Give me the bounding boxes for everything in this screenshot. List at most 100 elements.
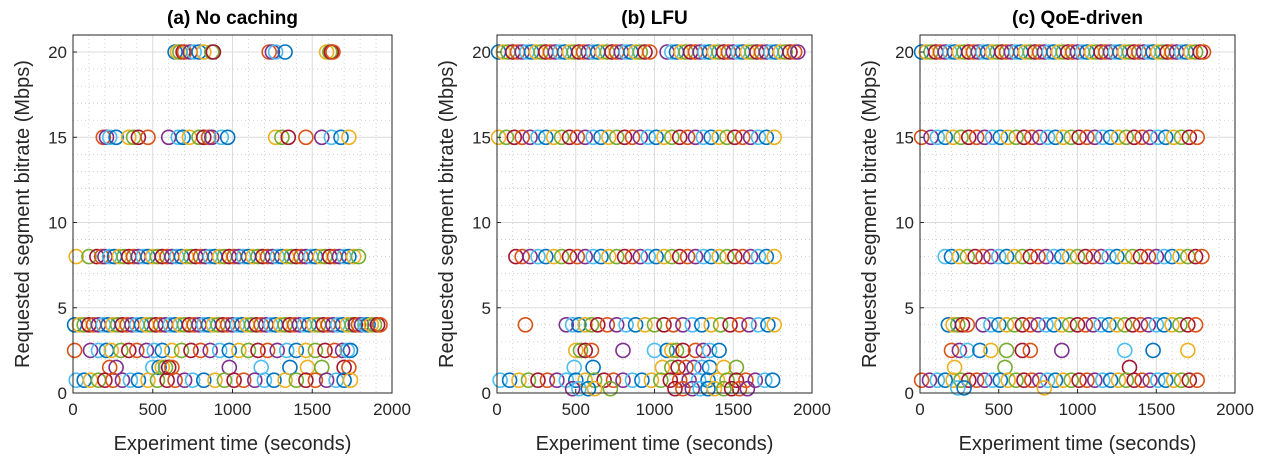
data-point [766,248,783,265]
data-point [1039,372,1056,389]
data-point [585,129,601,146]
data-point [267,129,284,146]
data-point [1046,248,1062,265]
data-point [968,129,985,146]
data-point [522,129,538,146]
data-point [186,44,202,60]
data-point [983,342,999,359]
data-point [624,129,641,146]
data-point [665,316,682,333]
data-point [506,129,523,146]
data-point [173,342,190,359]
data-point [679,248,696,265]
data-point [196,129,212,146]
data-point [259,342,276,359]
data-point [1094,129,1111,146]
data-point [668,342,685,359]
data-point [221,359,238,376]
data-point [1117,316,1133,333]
data-point [1117,248,1133,265]
data-point [990,316,1007,333]
data-point [731,380,748,397]
data-point [350,248,367,265]
data-point [318,372,335,389]
data-point [960,372,977,389]
data-point [618,316,634,333]
data-point [659,342,675,359]
data-point [1124,316,1141,333]
x-tick-label: 1000 [636,400,674,419]
data-point [703,129,720,146]
data-point [687,248,704,265]
data-point [1087,372,1103,389]
data-point [1110,129,1127,146]
data-point [953,129,969,146]
y-axis-label: Requested segment bitrate (Mbps) [12,60,34,368]
data-point [207,372,223,389]
data-point [693,316,710,333]
x-axis-label: Experiment time (seconds) [959,433,1197,455]
data-point [992,372,1009,389]
data-point [766,316,783,333]
x-tick-label: 0 [68,400,77,419]
x-tick-label: 0 [492,400,501,419]
data-point [1165,372,1182,389]
data-point [675,380,691,397]
data-point [929,372,946,389]
data-point [646,316,663,333]
data-point [577,342,594,359]
data-point [1079,372,1095,389]
data-point [1022,316,1039,333]
data-point [240,342,257,359]
data-point [288,372,305,389]
y-axis-label: Requested segment bitrate (Mbps) [436,60,458,368]
data-point [1172,248,1188,265]
data-point [1110,372,1127,389]
data-point [703,316,720,333]
data-point [615,372,631,389]
data-point [537,129,554,146]
y-tick-label: 0 [58,384,67,403]
data-point [274,129,290,146]
data-point [114,372,131,389]
data-point [68,248,84,265]
data-point [323,129,340,146]
data-point [583,316,600,333]
data-point [298,129,314,146]
data-point [235,372,252,389]
data-point [997,359,1013,376]
data-point [722,316,738,333]
data-point [549,372,565,389]
data-point [670,359,686,376]
x-tick-label: 2000 [1216,400,1254,419]
data-point [1039,129,1056,146]
y-tick-label: 20 [48,43,67,62]
data-point [1150,372,1166,389]
data-point [501,372,518,389]
data-point [1164,248,1180,265]
data-point [728,372,745,389]
data-point [1140,316,1157,333]
data-point [277,44,293,60]
data-point [634,372,650,389]
y-axis-label: Requested segment bitrate (Mbps) [859,60,881,368]
data-point [684,316,701,333]
data-point [101,129,118,146]
data-point [342,342,359,359]
data-point [1187,248,1204,265]
data-point [1031,372,1048,389]
data-point [637,44,653,60]
data-point [983,248,999,265]
data-point [1016,372,1032,389]
data-point [514,129,531,146]
data-point [553,248,570,265]
data-point [1148,316,1165,333]
data-point [585,248,601,265]
data-point [307,372,324,389]
y-tick-label: 0 [905,384,914,403]
data-point [196,372,212,389]
y-tick-label: 10 [895,214,914,233]
x-tick-label: 1500 [1137,400,1175,419]
data-point [298,342,314,359]
data-point [326,342,343,359]
